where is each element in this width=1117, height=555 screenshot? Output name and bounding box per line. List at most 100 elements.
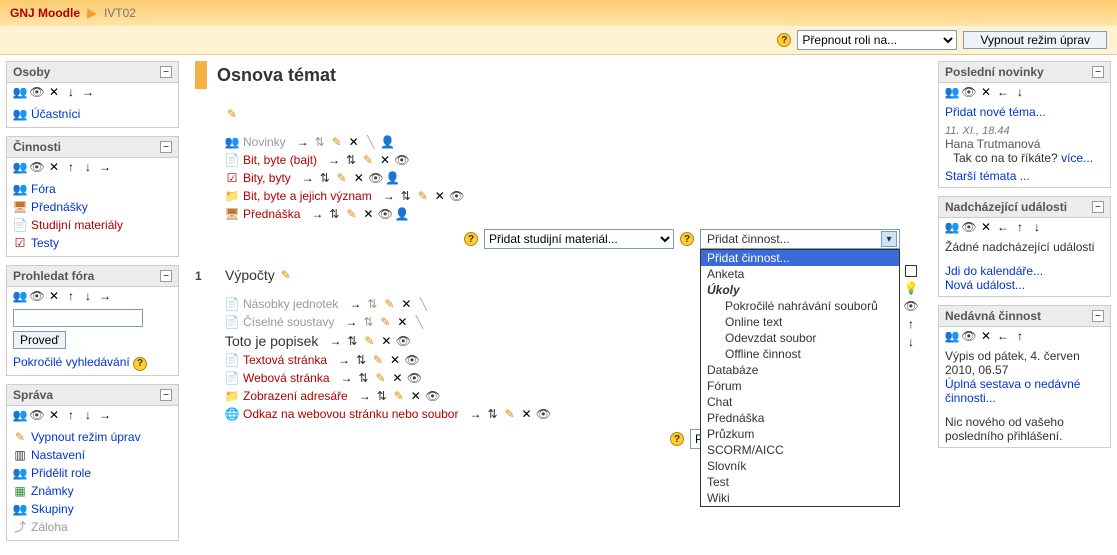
- up-icon[interactable]: ↑: [1013, 329, 1027, 343]
- edit-icon[interactable]: ✎: [378, 315, 392, 329]
- toggle-edit-button[interactable]: Vypnout režim úprav: [963, 31, 1107, 49]
- move-right-icon[interactable]: →: [344, 315, 358, 329]
- delete-icon[interactable]: ✕: [979, 329, 993, 343]
- advanced-search-link[interactable]: Pokročilé vyhledávání: [13, 355, 130, 369]
- activity-option[interactable]: Databáze: [701, 362, 899, 378]
- breadcrumb-root[interactable]: GNJ Moodle: [10, 6, 80, 20]
- eye-icon[interactable]: 👁: [30, 289, 44, 303]
- roles-link[interactable]: Přidělit role: [31, 466, 91, 480]
- help-icon[interactable]: ?: [670, 432, 684, 446]
- down-icon[interactable]: ↓: [81, 289, 95, 303]
- right-icon[interactable]: →: [98, 289, 112, 303]
- move-right-icon[interactable]: →: [382, 189, 396, 203]
- edit-icon[interactable]: ✎: [371, 353, 385, 367]
- person-icon[interactable]: 👤: [395, 207, 409, 221]
- move-right-icon[interactable]: →: [328, 334, 342, 348]
- collapse-icon[interactable]: –: [1092, 66, 1104, 78]
- help-icon[interactable]: ?: [680, 232, 694, 246]
- delete-icon[interactable]: ✕: [399, 297, 413, 311]
- delete-icon[interactable]: ✕: [388, 353, 402, 367]
- down-icon[interactable]: ↓: [81, 160, 95, 174]
- delete-icon[interactable]: ✕: [47, 289, 61, 303]
- hidden-eye-icon[interactable]: ╲: [416, 297, 430, 311]
- older-topics-link[interactable]: Starší témata ...: [945, 169, 1030, 183]
- add-topic-link[interactable]: Přidat nové téma...: [945, 105, 1046, 119]
- collapse-icon[interactable]: –: [1092, 201, 1104, 213]
- eye-icon[interactable]: 👁: [536, 407, 550, 421]
- delete-icon[interactable]: ✕: [378, 153, 392, 167]
- activity-option[interactable]: Offline činnost: [701, 346, 899, 362]
- collapse-icon[interactable]: –: [160, 389, 172, 401]
- news-more-link[interactable]: více...: [1061, 151, 1093, 165]
- resource-link[interactable]: Bity, byty: [243, 171, 291, 185]
- settings-link[interactable]: Nastavení: [31, 448, 85, 462]
- eye-icon[interactable]: 👁: [962, 329, 976, 343]
- participants-link[interactable]: Účastníci: [31, 107, 80, 121]
- move-right-icon[interactable]: →: [348, 297, 362, 311]
- edit-summary-icon[interactable]: ✎: [225, 107, 239, 121]
- delete-icon[interactable]: ✕: [979, 220, 993, 234]
- resource-link[interactable]: Webová stránka: [243, 371, 330, 385]
- right-icon[interactable]: →: [81, 85, 95, 99]
- delete-icon[interactable]: ✕: [361, 207, 375, 221]
- activity-option[interactable]: Přednáška: [701, 410, 899, 426]
- move-icon[interactable]: ⇅: [399, 189, 413, 203]
- edit-icon[interactable]: ✎: [362, 334, 376, 348]
- eye-icon[interactable]: 👁: [395, 153, 409, 167]
- resource-link[interactable]: Novinky: [243, 135, 286, 149]
- left-icon[interactable]: ←: [996, 220, 1010, 234]
- delete-icon[interactable]: ✕: [409, 389, 423, 403]
- edit-icon[interactable]: ✎: [330, 135, 344, 149]
- up-icon[interactable]: ↑: [1013, 220, 1027, 234]
- activity-option[interactable]: Slovník: [701, 458, 899, 474]
- move-icon[interactable]: ⇅: [357, 371, 371, 385]
- person-icon[interactable]: 👤: [386, 171, 400, 185]
- resource-link[interactable]: Textová stránka: [243, 353, 327, 367]
- edit-icon[interactable]: ✎: [335, 171, 349, 185]
- edit-icon[interactable]: ✎: [502, 407, 516, 421]
- lectures-link[interactable]: Přednášky: [31, 200, 88, 214]
- activity-option[interactable]: Přidat činnost...: [701, 250, 899, 266]
- delete-icon[interactable]: ✕: [519, 407, 533, 421]
- activity-option[interactable]: Odevzdat soubor: [701, 330, 899, 346]
- role-select[interactable]: Přepnout roli na...: [797, 30, 957, 50]
- move-icon[interactable]: ⇅: [318, 171, 332, 185]
- resource-link[interactable]: Bit, byte a jejich význam: [243, 189, 372, 203]
- eye-icon[interactable]: 👁: [408, 371, 422, 385]
- only-section-icon[interactable]: [905, 265, 917, 277]
- activity-option[interactable]: Test: [701, 474, 899, 490]
- tests-link[interactable]: Testy: [31, 236, 59, 250]
- eye-icon[interactable]: 👁: [30, 85, 44, 99]
- right-icon[interactable]: →: [98, 160, 112, 174]
- resource-link[interactable]: Bit, byte (bajt): [243, 153, 317, 167]
- move-right-icon[interactable]: →: [301, 171, 315, 185]
- move-right-icon[interactable]: →: [340, 371, 354, 385]
- full-report-link[interactable]: Úplná sestava o nedávné činnosti...: [945, 377, 1080, 405]
- activity-option[interactable]: Průzkum: [701, 426, 899, 442]
- move-icon[interactable]: ⇅: [365, 297, 379, 311]
- eye-icon[interactable]: 👁: [30, 408, 44, 422]
- edit-icon[interactable]: ✎: [416, 189, 430, 203]
- up-icon[interactable]: ↑: [904, 317, 918, 331]
- up-icon[interactable]: ↑: [64, 289, 78, 303]
- move-icon[interactable]: ⇅: [344, 153, 358, 167]
- move-right-icon[interactable]: →: [310, 207, 324, 221]
- help-icon[interactable]: ?: [133, 357, 147, 371]
- eye-icon[interactable]: 👁: [378, 207, 392, 221]
- help-icon[interactable]: ?: [464, 232, 478, 246]
- delete-icon[interactable]: ✕: [347, 135, 361, 149]
- down-icon[interactable]: ↓: [904, 335, 918, 349]
- collapse-icon[interactable]: –: [160, 66, 172, 78]
- forums-link[interactable]: Fóra: [31, 182, 56, 196]
- up-icon[interactable]: ↑: [64, 160, 78, 174]
- collapse-icon[interactable]: –: [160, 270, 172, 282]
- move-right-icon[interactable]: →: [358, 389, 372, 403]
- resource-link[interactable]: Násobky jednotek: [243, 297, 338, 311]
- eye-icon[interactable]: 👁: [904, 299, 918, 313]
- move-right-icon[interactable]: →: [337, 353, 351, 367]
- edit-icon[interactable]: ✎: [361, 153, 375, 167]
- left-icon[interactable]: ←: [996, 329, 1010, 343]
- move-icon[interactable]: ⇅: [361, 315, 375, 329]
- move-icon[interactable]: ⇅: [313, 135, 327, 149]
- highlight-icon[interactable]: 💡: [904, 281, 918, 295]
